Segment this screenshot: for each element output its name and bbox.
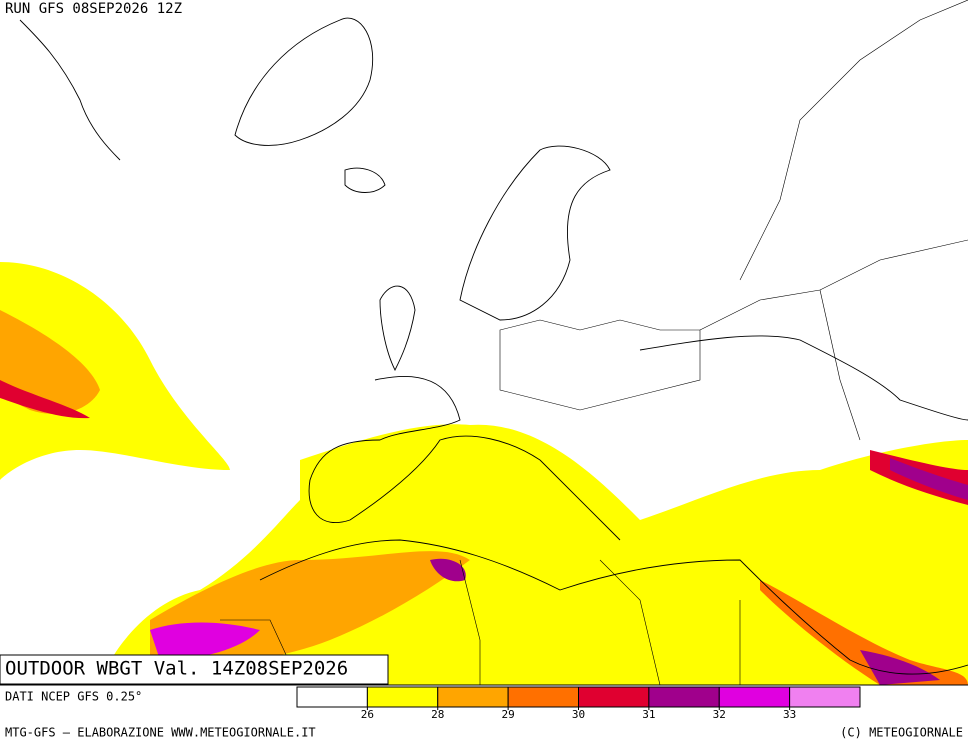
colorbar-tick-label: 26 bbox=[361, 708, 374, 721]
colorbar-tick-label: 33 bbox=[783, 708, 796, 721]
colorbar-segment bbox=[718, 686, 791, 708]
colorbar-segment bbox=[789, 686, 861, 708]
colorbar-segment bbox=[507, 686, 579, 708]
colorbar-segment bbox=[578, 686, 650, 708]
colorbar-tick-label: 29 bbox=[502, 708, 515, 721]
colorbar-tick-label: 31 bbox=[642, 708, 655, 721]
colorbar-segment bbox=[437, 686, 509, 708]
source-label: DATI NCEP GFS 0.25° bbox=[5, 690, 142, 704]
coastlines bbox=[19, 17, 968, 675]
credit-label: MTG-GFS — ELABORAZIONE WWW.METEOGIORNALE… bbox=[5, 726, 316, 740]
colorbar: 26 28 29 30 31 32 33 bbox=[296, 686, 861, 721]
colorbar-tick-label: 30 bbox=[572, 708, 585, 721]
run-label: RUN GFS 08SEP2026 12Z bbox=[5, 1, 182, 17]
caption-title: OUTDOOR WBGT Val. 14Z08SEP2026 bbox=[5, 658, 348, 680]
colorbar-segment bbox=[366, 686, 439, 708]
colorbar-segment bbox=[296, 686, 368, 708]
colorbar-segment bbox=[648, 686, 720, 708]
copyright-label: (C) METEOGIORNALE bbox=[840, 726, 963, 740]
colorbar-tick-label: 32 bbox=[713, 708, 726, 721]
colorbar-tick-label: 28 bbox=[431, 708, 444, 721]
heat-field bbox=[0, 262, 968, 685]
borders bbox=[220, 0, 968, 686]
caption-box bbox=[0, 654, 389, 685]
